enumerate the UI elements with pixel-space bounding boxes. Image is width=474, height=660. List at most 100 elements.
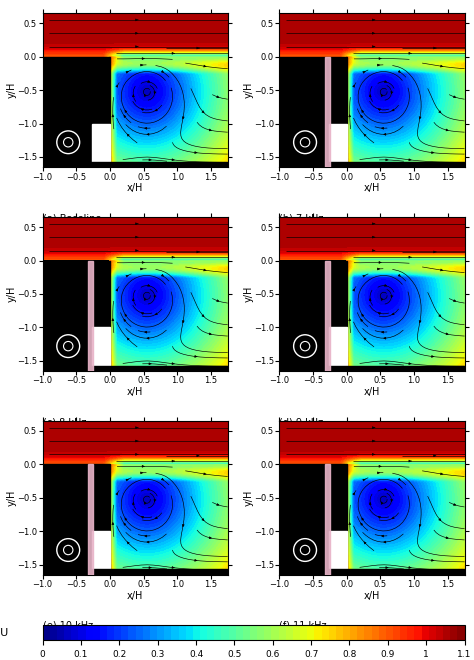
- Bar: [39, 465, 110, 575]
- FancyArrowPatch shape: [145, 127, 147, 129]
- FancyArrowPatch shape: [409, 566, 411, 568]
- FancyArrowPatch shape: [144, 502, 146, 504]
- FancyArrowPatch shape: [434, 47, 436, 49]
- FancyArrowPatch shape: [373, 19, 375, 21]
- FancyArrowPatch shape: [147, 81, 150, 82]
- FancyArrowPatch shape: [132, 298, 134, 300]
- Bar: [325, 465, 330, 575]
- FancyArrowPatch shape: [431, 559, 434, 561]
- FancyArrowPatch shape: [147, 541, 149, 543]
- FancyArrowPatch shape: [141, 109, 144, 111]
- FancyArrowPatch shape: [363, 479, 365, 481]
- FancyArrowPatch shape: [125, 314, 127, 316]
- Y-axis label: y/H: y/H: [244, 286, 254, 302]
- FancyArrowPatch shape: [182, 117, 184, 119]
- FancyArrowPatch shape: [392, 517, 394, 519]
- FancyArrowPatch shape: [116, 289, 118, 291]
- FancyArrowPatch shape: [141, 472, 143, 474]
- Y-axis label: y/H: y/H: [7, 490, 17, 506]
- FancyArrowPatch shape: [381, 94, 383, 96]
- FancyArrowPatch shape: [398, 478, 401, 480]
- FancyArrowPatch shape: [362, 110, 364, 112]
- FancyArrowPatch shape: [378, 313, 381, 314]
- FancyArrowPatch shape: [116, 493, 118, 495]
- FancyArrowPatch shape: [381, 502, 383, 504]
- FancyArrowPatch shape: [147, 133, 149, 135]
- Bar: [39, 366, 235, 371]
- FancyArrowPatch shape: [145, 535, 147, 537]
- FancyArrowPatch shape: [409, 460, 411, 462]
- FancyArrowPatch shape: [125, 110, 127, 112]
- FancyArrowPatch shape: [446, 129, 448, 131]
- FancyArrowPatch shape: [127, 338, 129, 340]
- FancyArrowPatch shape: [132, 95, 134, 97]
- FancyArrowPatch shape: [144, 298, 146, 300]
- FancyArrowPatch shape: [398, 275, 401, 277]
- FancyArrowPatch shape: [209, 537, 211, 539]
- FancyArrowPatch shape: [141, 313, 144, 314]
- FancyArrowPatch shape: [409, 362, 411, 364]
- FancyArrowPatch shape: [182, 321, 184, 323]
- FancyArrowPatch shape: [172, 159, 174, 160]
- FancyArrowPatch shape: [369, 298, 371, 300]
- FancyArrowPatch shape: [126, 275, 128, 277]
- FancyArrowPatch shape: [373, 236, 375, 238]
- FancyArrowPatch shape: [378, 517, 381, 518]
- FancyArrowPatch shape: [373, 32, 375, 34]
- FancyArrowPatch shape: [446, 333, 448, 335]
- FancyArrowPatch shape: [141, 64, 143, 66]
- FancyArrowPatch shape: [112, 115, 114, 117]
- FancyArrowPatch shape: [409, 159, 411, 160]
- FancyArrowPatch shape: [116, 85, 118, 87]
- FancyArrowPatch shape: [154, 92, 156, 94]
- FancyArrowPatch shape: [454, 96, 456, 98]
- FancyArrowPatch shape: [386, 567, 388, 568]
- FancyArrowPatch shape: [144, 94, 146, 96]
- FancyArrowPatch shape: [154, 296, 156, 298]
- FancyArrowPatch shape: [439, 315, 441, 317]
- FancyArrowPatch shape: [369, 95, 371, 97]
- FancyArrowPatch shape: [136, 19, 138, 21]
- FancyArrowPatch shape: [382, 331, 383, 333]
- FancyArrowPatch shape: [419, 525, 421, 527]
- X-axis label: x/H: x/H: [364, 387, 380, 397]
- FancyArrowPatch shape: [379, 57, 382, 59]
- FancyArrowPatch shape: [454, 504, 456, 506]
- FancyArrowPatch shape: [384, 81, 387, 82]
- FancyArrowPatch shape: [141, 517, 144, 518]
- Bar: [39, 162, 235, 167]
- FancyArrowPatch shape: [112, 319, 114, 321]
- Text: (c) 8 kHz: (c) 8 kHz: [43, 417, 86, 427]
- FancyArrowPatch shape: [377, 64, 380, 66]
- Bar: [276, 162, 471, 167]
- FancyArrowPatch shape: [373, 440, 375, 442]
- FancyArrowPatch shape: [172, 256, 174, 258]
- Bar: [276, 465, 347, 575]
- Y-axis label: y/H: y/H: [244, 490, 254, 506]
- FancyArrowPatch shape: [142, 261, 145, 263]
- FancyArrowPatch shape: [364, 542, 366, 544]
- FancyArrowPatch shape: [202, 111, 204, 113]
- FancyArrowPatch shape: [382, 535, 383, 537]
- FancyArrowPatch shape: [127, 134, 129, 136]
- FancyArrowPatch shape: [147, 284, 150, 286]
- X-axis label: x/H: x/H: [127, 387, 143, 397]
- Bar: [89, 261, 93, 371]
- Bar: [39, 57, 110, 167]
- Bar: [276, 261, 347, 371]
- FancyArrowPatch shape: [363, 71, 365, 73]
- FancyArrowPatch shape: [202, 519, 204, 521]
- FancyArrowPatch shape: [363, 275, 365, 277]
- FancyArrowPatch shape: [172, 52, 174, 54]
- FancyArrowPatch shape: [377, 268, 380, 270]
- FancyArrowPatch shape: [384, 541, 386, 543]
- FancyArrowPatch shape: [155, 109, 157, 111]
- FancyArrowPatch shape: [197, 251, 199, 253]
- FancyArrowPatch shape: [441, 473, 443, 475]
- FancyArrowPatch shape: [136, 249, 138, 251]
- Bar: [328, 123, 347, 167]
- FancyArrowPatch shape: [195, 559, 197, 561]
- FancyArrowPatch shape: [391, 92, 392, 94]
- FancyArrowPatch shape: [373, 223, 375, 225]
- FancyArrowPatch shape: [172, 362, 174, 364]
